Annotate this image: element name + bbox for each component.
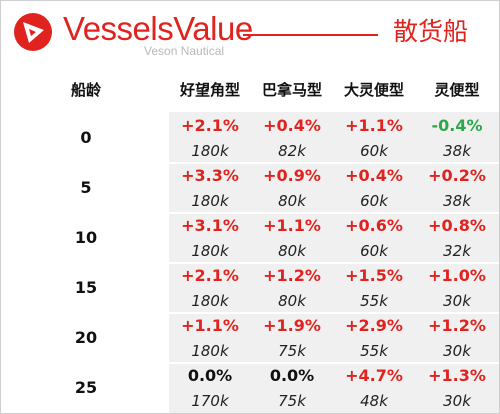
price-value: 180k: [191, 242, 229, 260]
change-value: +1.1%: [263, 216, 321, 235]
change-value: +0.4%: [263, 116, 321, 135]
age-label: 10: [74, 228, 98, 247]
change-value: 0.0%: [187, 366, 233, 385]
change-value: +2.9%: [345, 316, 403, 335]
change-value: +0.4%: [345, 166, 403, 185]
age-label: 5: [80, 178, 92, 197]
age-column-header: 船龄: [70, 81, 101, 99]
change-value: +3.3%: [181, 166, 239, 185]
header-divider: [243, 34, 378, 36]
age-label: 15: [74, 278, 98, 297]
change-value: +0.8%: [428, 216, 486, 235]
price-value: 38k: [443, 192, 471, 210]
price-value: 180k: [191, 292, 229, 310]
price-value: 30k: [443, 342, 471, 360]
price-value: 82k: [278, 142, 306, 160]
change-value: +1.0%: [428, 266, 486, 285]
change-value: +2.1%: [181, 266, 239, 285]
price-value: 32k: [443, 242, 471, 260]
change-value: +3.1%: [181, 216, 239, 235]
age-label: 0: [80, 128, 92, 147]
price-value: 80k: [278, 242, 306, 260]
brand-name: VesselsValue: [63, 10, 253, 47]
price-value: 60k: [360, 142, 388, 160]
change-value: +2.1%: [181, 116, 239, 135]
price-value: 180k: [191, 142, 229, 160]
brand-subtitle: Veson Nautical: [144, 44, 225, 58]
change-value: +1.1%: [345, 116, 403, 135]
row-divider: [169, 262, 499, 264]
change-value: +1.5%: [345, 266, 403, 285]
price-value: 75k: [278, 392, 306, 410]
change-value: +1.2%: [263, 266, 321, 285]
change-value: 0.0%: [269, 366, 315, 385]
change-value: +1.2%: [428, 316, 486, 335]
price-value: 30k: [443, 292, 471, 310]
price-value: 75k: [278, 342, 306, 360]
change-value: +1.3%: [428, 366, 486, 385]
change-value: +4.7%: [345, 366, 403, 385]
change-value: +0.9%: [263, 166, 321, 185]
vesselsvalue-logo-icon: [14, 13, 52, 51]
column-header-handysize: 灵便型: [434, 81, 480, 99]
change-value: +1.1%: [181, 316, 239, 335]
price-value: 60k: [360, 192, 388, 210]
row-divider: [169, 362, 499, 364]
row-divider: [169, 212, 499, 214]
price-value: 180k: [191, 192, 229, 210]
age-label: 20: [74, 328, 98, 347]
price-value: 30k: [443, 392, 471, 410]
row-divider: [169, 162, 499, 164]
column-header-supramax: 大灵便型: [343, 81, 404, 99]
row-divider: [169, 312, 499, 314]
price-value: 38k: [443, 142, 471, 160]
page-title: 散货船: [393, 17, 469, 46]
price-value: 170k: [191, 392, 229, 410]
change-value: +1.9%: [263, 316, 321, 335]
price-value: 80k: [278, 292, 306, 310]
age-label: 25: [74, 378, 98, 397]
column-header-capesize: 好望角型: [179, 81, 240, 99]
change-value: +0.6%: [345, 216, 403, 235]
price-value: 180k: [191, 342, 229, 360]
column-header-panamax: 巴拿马型: [261, 81, 322, 99]
price-value: 48k: [360, 392, 388, 410]
price-value: 60k: [360, 242, 388, 260]
price-value: 80k: [278, 192, 306, 210]
change-value: +0.2%: [428, 166, 486, 185]
change-value: -0.4%: [431, 116, 483, 135]
price-value: 55k: [360, 292, 388, 310]
price-value: 55k: [360, 342, 388, 360]
